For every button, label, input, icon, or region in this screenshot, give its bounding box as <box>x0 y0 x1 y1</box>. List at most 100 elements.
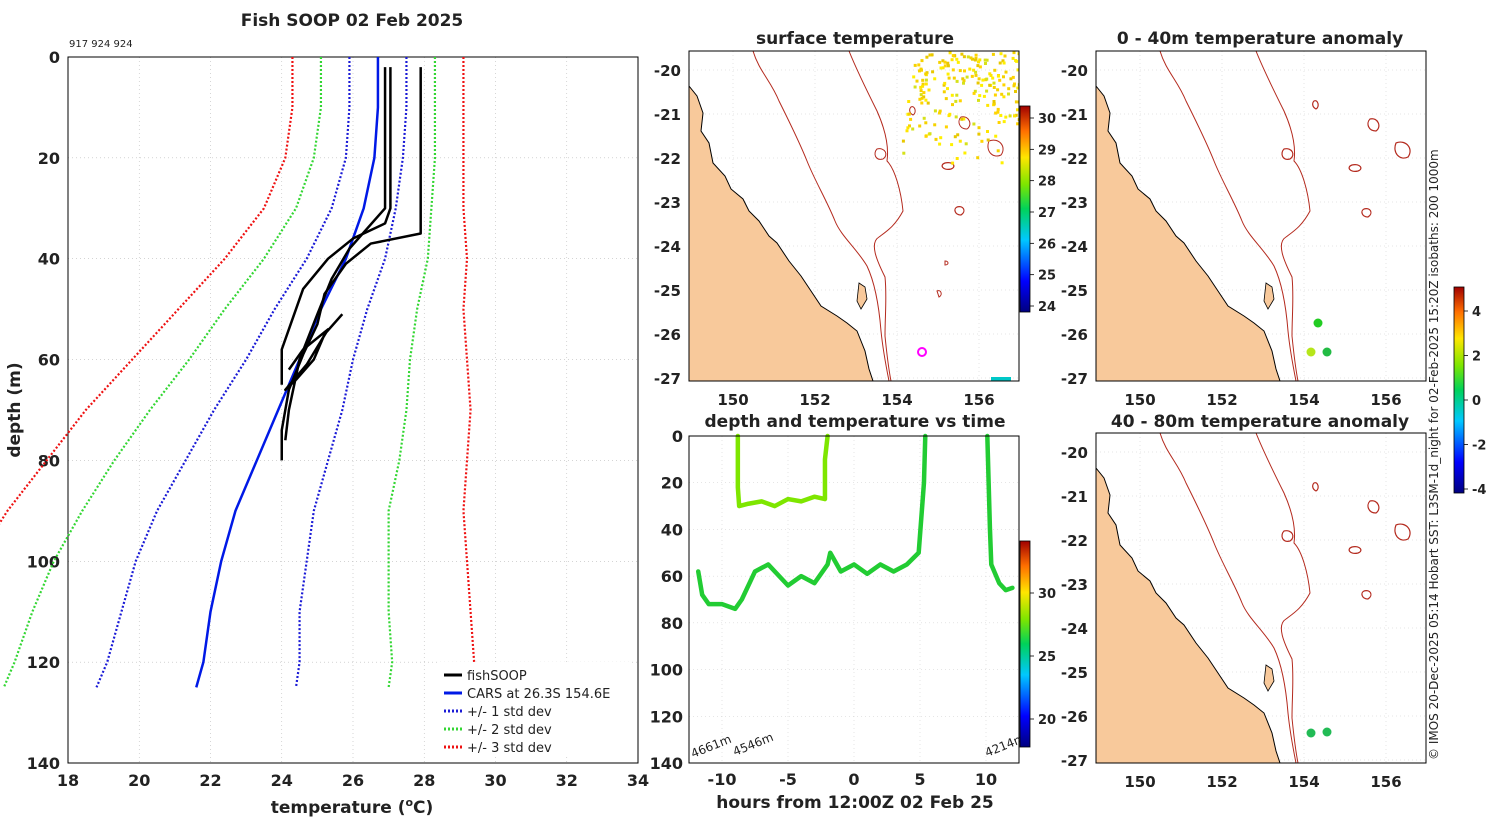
sst-pixel <box>919 85 923 89</box>
sst-pixel <box>954 99 958 103</box>
map-lat-label: -20 <box>654 62 681 80</box>
sst-pixel <box>994 134 998 138</box>
map-lon-label: 156 <box>1370 773 1401 791</box>
profile-ytick-label: 120 <box>27 653 60 672</box>
colorbar-tick-label: 27 <box>1038 206 1056 221</box>
profile-ylabel: depth (m) <box>5 362 25 457</box>
sst-pixel <box>993 93 997 97</box>
sst-pixel <box>1012 84 1016 88</box>
anom2-map-ticks: -20 -21 -22 -23 -24 -25 -26 -27 150 152 154 156 <box>1061 444 1402 791</box>
sst-pixel <box>907 100 911 103</box>
colorbar-tick-label: 30 <box>1038 587 1056 602</box>
sst-pixel <box>980 83 984 87</box>
legend-label-std3: +/- 3 std dev <box>467 741 552 756</box>
sst-pixel <box>999 52 1003 56</box>
sst-pixel <box>955 93 959 97</box>
anom-map-island <box>1263 282 1275 310</box>
ts-ytick-label: 40 <box>661 520 683 539</box>
sst-pixel <box>996 74 1000 78</box>
sst-pixel <box>1002 61 1006 65</box>
sst-pixel <box>1011 56 1015 60</box>
sst-pixel <box>927 88 931 92</box>
sst-pixel <box>905 129 909 133</box>
sst-pixel <box>985 58 989 62</box>
colorbar-tick-label: 2 <box>1472 350 1481 365</box>
sst-pixel <box>909 117 913 121</box>
timeseries-axes-box <box>688 435 1020 764</box>
sst-pixel <box>996 88 1000 92</box>
colorbar-tick-label: 4 <box>1472 305 1481 320</box>
colorbar-tick-label: 30 <box>1038 112 1056 127</box>
sst-pixel <box>1017 52 1019 56</box>
sst-pixel <box>972 68 976 72</box>
sst-pixel <box>951 103 954 107</box>
sst-pixel <box>958 139 962 143</box>
sst-pixel <box>951 54 955 58</box>
map-lon-label: 156 <box>1370 391 1401 409</box>
anom-map-isobath-1000 <box>1255 433 1311 763</box>
sst-pixel <box>1004 115 1008 119</box>
anom-map-eddy-contour <box>1361 590 1372 600</box>
map-lat-label: -23 <box>1061 576 1088 594</box>
anom-map-island <box>1263 664 1275 692</box>
sst-pixel <box>922 116 926 120</box>
map-lat-label: -24 <box>1061 238 1088 256</box>
ts-ytick-label: 100 <box>650 661 683 680</box>
legend-label-std2: +/- 2 std dev <box>467 723 552 738</box>
profile-panel: Fish SOOP 02 Feb 2025 917 924 924 18 20 22… <box>0 11 649 818</box>
sst-map-panel: surface temperature <box>654 29 1056 409</box>
sst-pixel <box>920 101 924 105</box>
sst-pixel <box>962 117 966 121</box>
profile-axes-box <box>67 56 639 764</box>
profile-fish-line <box>284 313 344 392</box>
sst-pixel <box>925 55 929 59</box>
anom-map-eddy-contour <box>1361 208 1372 218</box>
map-lat-label: -20 <box>1061 62 1088 80</box>
sst-pixel <box>948 51 952 55</box>
sst-pixel <box>930 53 934 57</box>
map-lat-label: -26 <box>654 326 681 344</box>
sst-pixel <box>964 142 968 146</box>
anom-map-eddy-contour <box>1367 500 1380 514</box>
map-lon-label: 154 <box>1288 773 1319 791</box>
ts-ytick-label: 0 <box>672 427 683 446</box>
map-lat-label: -25 <box>1061 664 1088 682</box>
sst-pixel <box>985 89 989 93</box>
sst-pixel <box>1004 70 1008 74</box>
profile-lines <box>0 57 476 688</box>
sst-pixel <box>1017 83 1019 87</box>
timeseries-colorbar <box>1019 540 1031 748</box>
sst-pixel <box>1016 68 1019 72</box>
sst-pixel <box>972 91 976 95</box>
anom1-point-a <box>1313 318 1323 328</box>
profile-ytick-label: 20 <box>38 149 60 168</box>
profile-std-line <box>462 57 476 688</box>
sst-pixel <box>1014 90 1017 93</box>
sst-pixel <box>960 117 964 121</box>
ts-xtick-label: 5 <box>914 770 925 789</box>
map-lon-label: 156 <box>963 391 994 409</box>
sst-pixel <box>1013 114 1016 118</box>
anom1-point-c <box>1322 347 1332 357</box>
sst-pixel <box>913 85 917 89</box>
anom-map-isobath-200 <box>1159 433 1297 763</box>
sst-pixel <box>928 132 932 136</box>
sst-pixel <box>918 124 922 128</box>
anom2-map-frame <box>1095 432 1427 764</box>
sst-pixel <box>908 124 911 128</box>
anom-colorbar-ticks: 4 2 0 -2 -4 <box>1464 305 1486 498</box>
map-lat-label: -24 <box>654 238 681 256</box>
sst-pixel <box>956 60 960 64</box>
anom-map-isobath-1000 <box>1255 51 1311 381</box>
anom-map-eddy-contour <box>1394 141 1411 159</box>
sst-pixel <box>973 58 977 62</box>
sst-pixel <box>985 77 989 81</box>
sst-pixel <box>1003 54 1007 58</box>
ts-xtick-label: 0 <box>848 770 859 789</box>
ts-ytick-label: 80 <box>661 614 683 633</box>
timeseries-depth-label-1: 4661m <box>689 732 733 761</box>
sst-pixel <box>924 72 928 76</box>
sst-pixel <box>1007 87 1011 91</box>
sst-pixel <box>996 149 1000 153</box>
sst-pixel <box>951 68 955 72</box>
